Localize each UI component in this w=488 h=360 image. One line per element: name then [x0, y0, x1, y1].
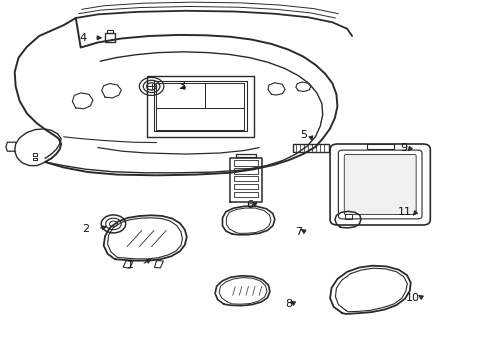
Bar	[233, 160, 257, 166]
Bar	[233, 176, 257, 181]
Text: 11: 11	[397, 207, 411, 217]
Text: 4: 4	[79, 33, 86, 43]
Bar	[293, 144, 328, 152]
Text: 6: 6	[246, 200, 253, 210]
Text: 8: 8	[285, 299, 292, 309]
Bar	[366, 144, 393, 149]
Text: 1: 1	[126, 260, 133, 270]
Text: 2: 2	[82, 224, 89, 234]
Bar	[105, 33, 115, 42]
Bar	[233, 168, 257, 174]
FancyBboxPatch shape	[344, 154, 415, 215]
Text: 5: 5	[300, 130, 306, 140]
Bar	[106, 30, 113, 33]
Text: 10: 10	[405, 293, 419, 303]
Text: 9: 9	[399, 143, 407, 153]
Text: 3: 3	[178, 81, 184, 91]
Text: 7: 7	[294, 227, 302, 237]
Bar	[233, 184, 257, 189]
Bar	[233, 192, 257, 197]
